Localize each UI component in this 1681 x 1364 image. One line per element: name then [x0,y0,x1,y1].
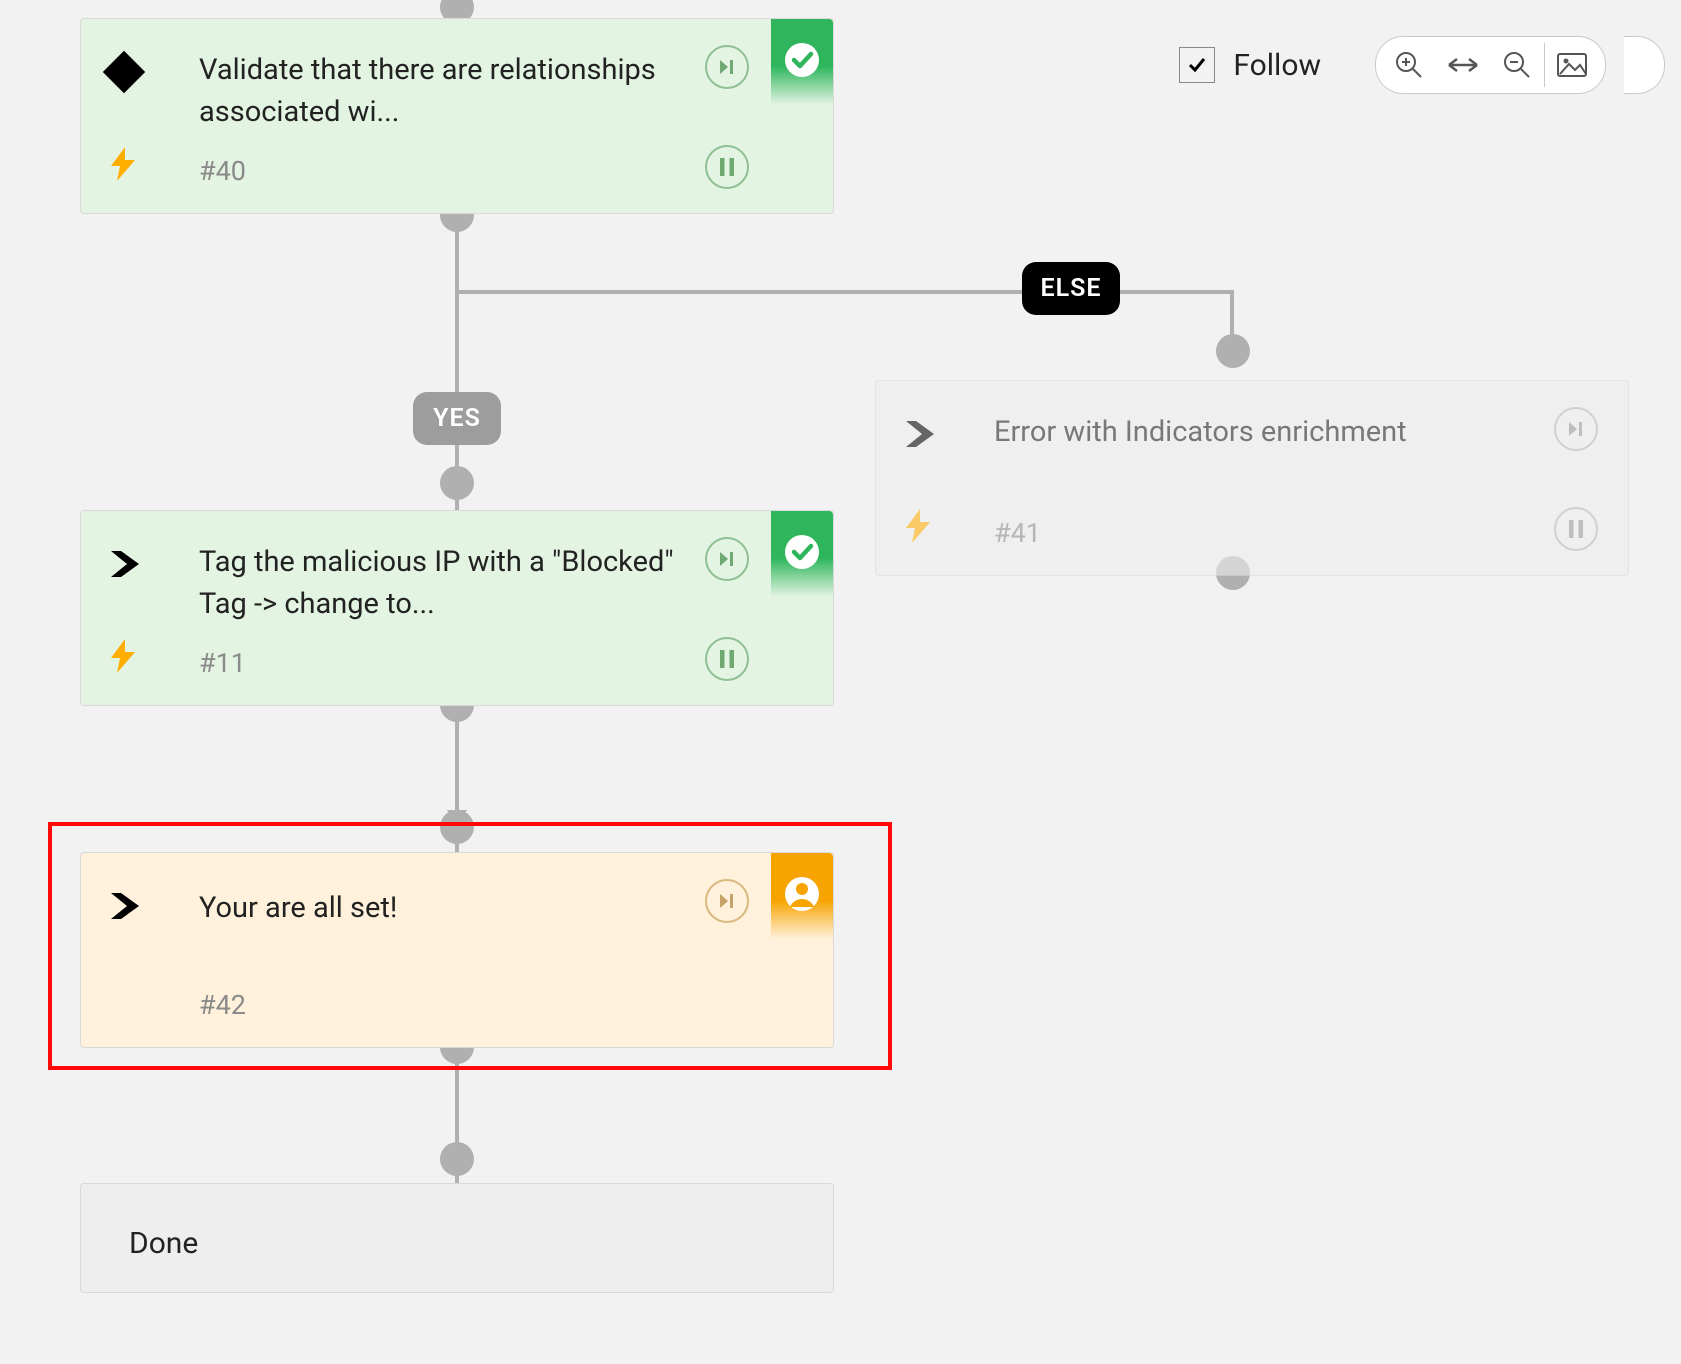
user-circle-icon [783,875,821,913]
zoom-in-button[interactable] [1382,38,1436,92]
automation-bolt-icon [906,509,930,547]
status-strip-success [771,511,833,597]
pause-button[interactable] [1554,507,1598,551]
status-strip-user [771,853,833,939]
branch-label-text: ELSE [1041,274,1102,303]
task-title: Your are all set! [199,887,697,929]
step-chevron-icon [109,547,143,585]
skip-button[interactable] [705,45,749,89]
task-card-tag[interactable]: Tag the malicious IP with a "Blocked" Ta… [80,510,834,706]
check-circle-icon [783,533,821,571]
fit-button[interactable] [1436,38,1490,92]
skip-button[interactable] [705,879,749,923]
automation-bolt-icon [111,147,135,185]
pause-button[interactable] [705,145,749,189]
export-image-button[interactable] [1545,38,1599,92]
skip-button[interactable] [705,537,749,581]
branch-label-else: ELSE [1022,262,1120,315]
branch-label-text: YES [433,404,481,433]
task-card-allset[interactable]: Your are all set! #42 [80,852,834,1048]
skip-button[interactable] [1554,407,1598,451]
condition-icon [109,57,139,87]
follow-label: Follow [1233,48,1321,83]
task-title: Tag the malicious IP with a "Blocked" Ta… [199,541,697,625]
canvas-toolbar: Follow [1179,36,1665,94]
branch-label-yes: YES [413,392,501,445]
task-title: Error with Indicators enrichment [994,411,1492,453]
zoom-controls [1375,36,1606,94]
task-card-error[interactable]: Error with Indicators enrichment #41 [875,380,1629,576]
task-id: #11 [199,647,246,679]
task-id: #41 [994,517,1041,549]
toolbar-overflow[interactable] [1624,36,1665,94]
connector-dot [440,466,474,500]
task-card-validate[interactable]: Validate that there are relationships as… [80,18,834,214]
automation-bolt-icon [111,639,135,677]
task-title: Done [129,1222,697,1266]
task-title: Validate that there are relationships as… [199,49,697,133]
task-id: #42 [199,989,246,1021]
connector-dot [1216,334,1250,368]
step-chevron-icon [109,889,143,927]
pause-button[interactable] [705,637,749,681]
zoom-out-button[interactable] [1490,38,1544,92]
follow-checkbox[interactable] [1179,47,1215,83]
task-card-done[interactable]: Done [80,1183,834,1293]
connector-dot [440,1142,474,1176]
step-chevron-icon [904,417,938,455]
task-id: #40 [199,155,246,187]
flow-canvas[interactable]: YES ELSE Validate that there are relatio… [0,0,1681,1364]
status-strip-success [771,19,833,105]
check-circle-icon [783,41,821,79]
